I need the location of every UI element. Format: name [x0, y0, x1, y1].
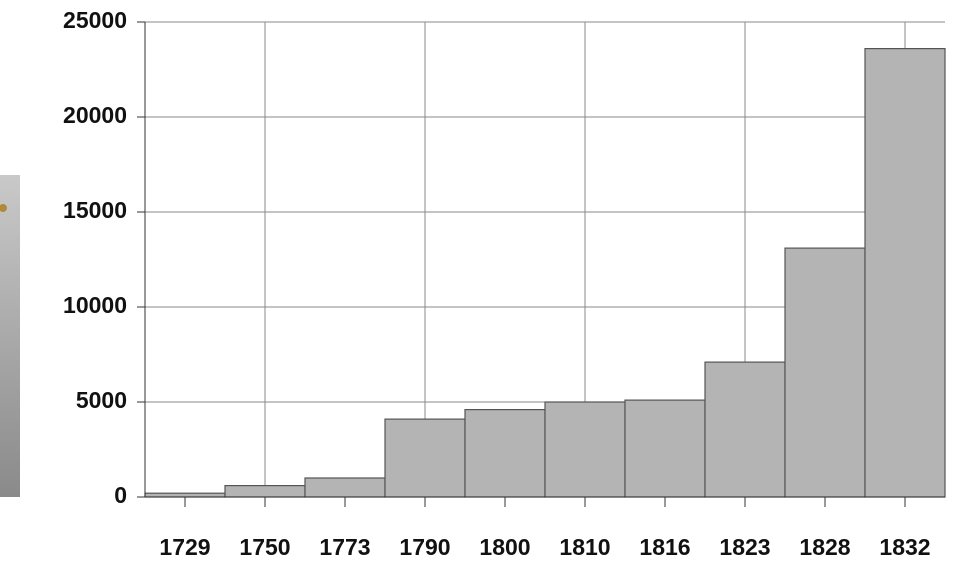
y-tick-label: 25000 [63, 7, 127, 33]
x-tick-label: 1790 [399, 534, 450, 560]
x-tick-label: 1750 [239, 534, 290, 560]
bar [385, 419, 465, 497]
bar [785, 248, 865, 497]
page: {"chart_data": {"type": "bar", "categori… [0, 0, 966, 563]
bar [705, 362, 785, 497]
y-tick-label: 15000 [63, 197, 127, 223]
bar [305, 478, 385, 497]
x-tick-label: 1832 [879, 534, 930, 560]
chart: 0 5000 10000 15000 20000 25000 1729 1750 1773 179… [0, 0, 966, 563]
y-tick-label: 5000 [76, 387, 127, 413]
bar [465, 410, 545, 497]
x-tick-label: 1828 [799, 534, 850, 560]
y-tick-label: 10000 [63, 292, 127, 318]
x-tick-label: 1800 [479, 534, 530, 560]
bar [145, 493, 225, 497]
x-tick-label: 1773 [319, 534, 370, 560]
bar [625, 400, 705, 497]
x-tick-label: 1729 [159, 534, 210, 560]
y-tick-label: 20000 [63, 102, 127, 128]
y-tick-label: 0 [114, 482, 127, 508]
x-tick-label: 1810 [559, 534, 610, 560]
bar [545, 402, 625, 497]
photo-fragment [0, 175, 20, 497]
bar [225, 486, 305, 497]
x-tick-label: 1823 [719, 534, 770, 560]
x-tick-label: 1816 [639, 534, 690, 560]
bar [865, 49, 945, 497]
